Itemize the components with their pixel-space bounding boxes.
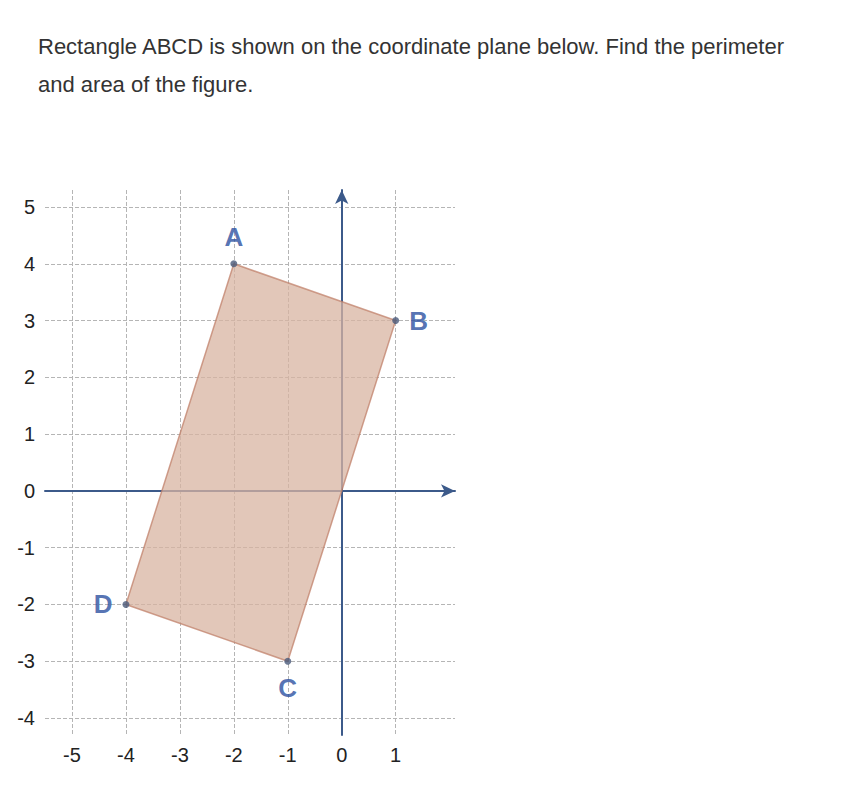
svg-text:A: A	[224, 222, 243, 252]
svg-text:0: 0	[24, 480, 35, 502]
svg-text:and area of the figure.: and area of the figure.	[38, 72, 253, 97]
svg-text:-1: -1	[279, 744, 297, 766]
svg-text:5: 5	[24, 196, 35, 218]
svg-text:2: 2	[24, 366, 35, 388]
svg-text:-3: -3	[171, 744, 189, 766]
svg-text:Rectangle ABCD is shown on the: Rectangle ABCD is shown on the coordinat…	[38, 34, 790, 59]
svg-text:-1: -1	[17, 537, 35, 559]
svg-text:-2: -2	[225, 744, 243, 766]
svg-text:-5: -5	[63, 744, 81, 766]
svg-text:3: 3	[24, 310, 35, 332]
svg-text:C: C	[278, 673, 297, 703]
svg-text:-4: -4	[117, 744, 135, 766]
svg-text:1: 1	[390, 744, 401, 766]
svg-text:-3: -3	[17, 650, 35, 672]
svg-text:B: B	[409, 306, 428, 336]
svg-text:4: 4	[24, 253, 35, 275]
svg-text:0: 0	[336, 744, 347, 766]
svg-text:1: 1	[24, 423, 35, 445]
svg-text:-2: -2	[17, 593, 35, 615]
svg-text:-4: -4	[17, 707, 35, 729]
svg-text:D: D	[94, 589, 113, 619]
